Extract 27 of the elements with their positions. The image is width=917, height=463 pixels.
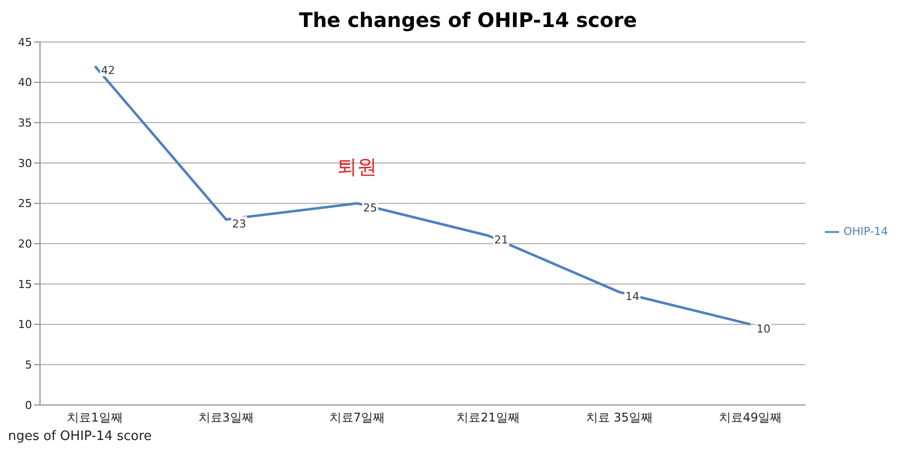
y-tick-label: 10: [18, 318, 32, 332]
x-tick-label: 치료7일째: [329, 410, 385, 425]
legend-label: OHIP-14: [843, 224, 888, 238]
y-tick-label: 0: [25, 398, 32, 412]
chart-title: The changes of OHIP-14 score: [298, 8, 638, 34]
y-tick-label: 30: [18, 156, 32, 170]
y-tick-label: 20: [18, 238, 32, 251]
data-label: 42: [101, 64, 115, 78]
x-tick-label: 치료49일째: [718, 410, 782, 425]
x-tick-label: 치료21일째: [456, 410, 520, 425]
data-label: 21: [494, 234, 508, 247]
annotation: 퇴원: [337, 154, 378, 178]
y-tick-label: 45: [18, 36, 32, 49]
y-tick-label: 40: [18, 76, 32, 90]
data-label: 14: [625, 290, 640, 304]
x-tick-label: 치료3일째: [198, 410, 254, 425]
text: nges of OHIP-14 score: [8, 429, 153, 445]
y-tick-label: 15: [18, 278, 32, 291]
data-label: 23: [232, 217, 246, 230]
x-tick-label: 치료1일째: [67, 410, 123, 425]
x-tick-label: 치료 35일째: [586, 410, 653, 425]
y-tick-label: 35: [18, 116, 32, 130]
data-label: 25: [363, 201, 378, 214]
y-tick-label: 5: [25, 358, 32, 372]
y-tick-label: 25: [18, 197, 32, 210]
data-label: 10: [756, 322, 770, 336]
line-series: [94, 64, 752, 326]
